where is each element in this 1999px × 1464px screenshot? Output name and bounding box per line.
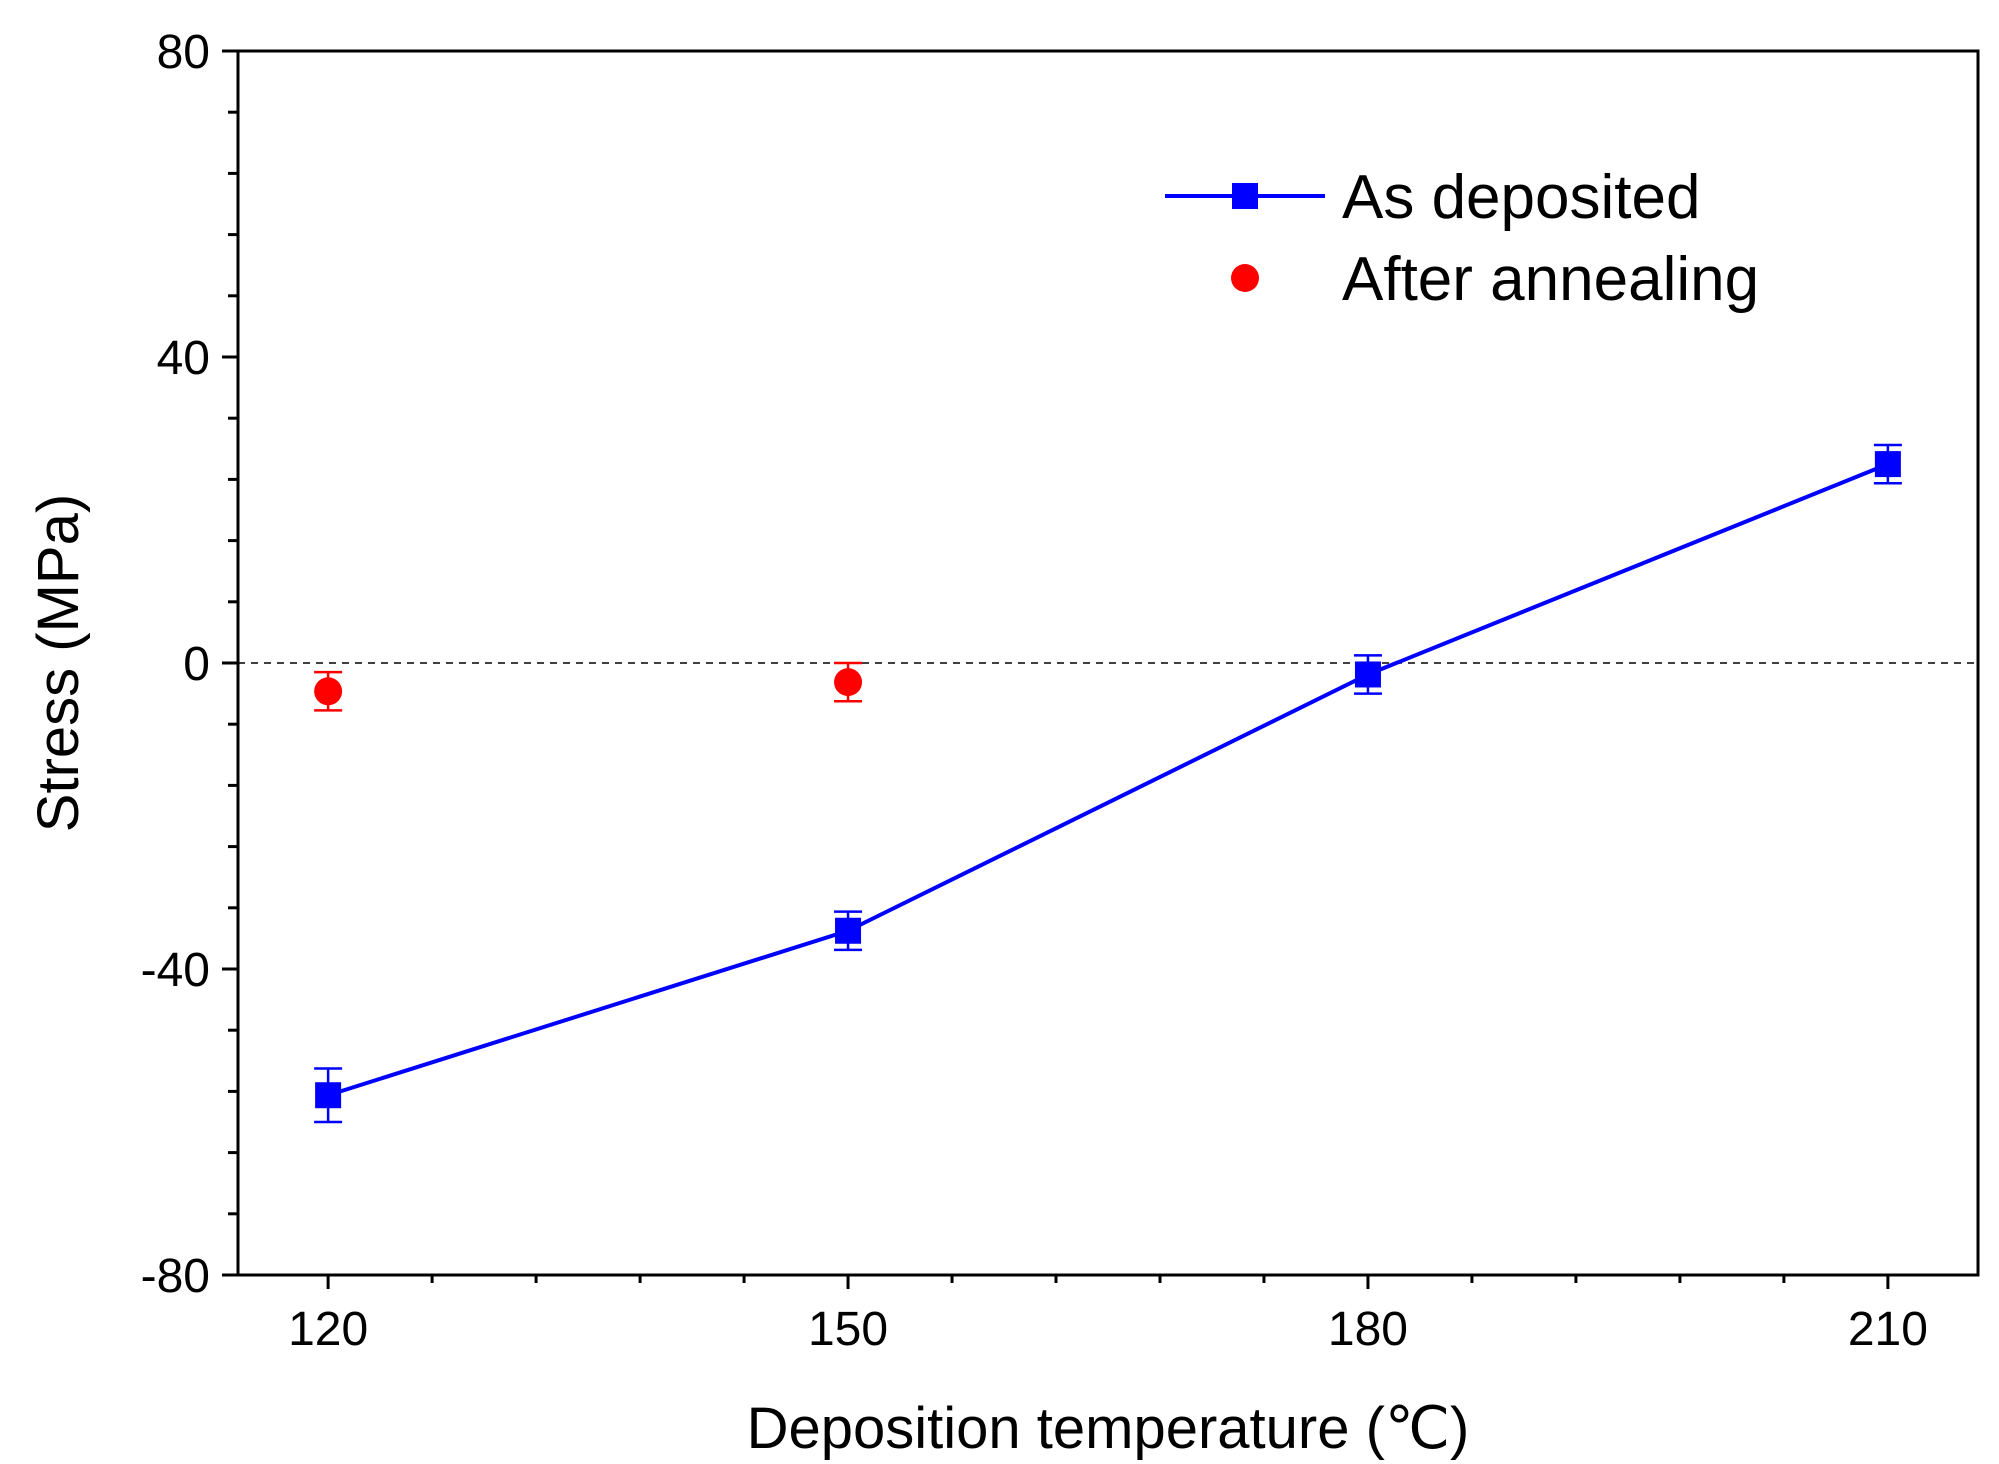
x-axis-title: Deposition temperature (℃) — [747, 1396, 1470, 1461]
series-group — [314, 443, 1902, 1124]
y-tick-label: 80 — [157, 26, 210, 79]
legend-marker-circle — [1231, 264, 1259, 292]
data-point-square — [1354, 661, 1381, 688]
y-tick-label: 40 — [157, 332, 210, 385]
legend-label: After annealing — [1342, 245, 1759, 314]
y-tick-label: -40 — [141, 944, 210, 997]
tick-labels: 120 150 180 210 -80 -40 0 40 80 — [141, 26, 1928, 1356]
y-axis-title: Stress (MPa) — [26, 494, 91, 832]
x-tick-label: 210 — [1848, 1303, 1928, 1356]
legend-marker-square — [1232, 183, 1258, 209]
x-tick-label: 180 — [1328, 1303, 1408, 1356]
y-tick-label: 0 — [183, 638, 210, 691]
data-point-square — [315, 1082, 342, 1109]
axis-ticks — [222, 49, 1890, 1289]
data-point-circle — [834, 668, 863, 697]
data-point-square — [1874, 451, 1901, 478]
x-tick-label: 120 — [288, 1303, 368, 1356]
legend-label: As deposited — [1342, 163, 1700, 232]
data-point-circle — [314, 677, 343, 706]
x-tick-label: 150 — [808, 1303, 888, 1356]
series-line — [327, 462, 1889, 1098]
data-point-square — [835, 917, 862, 944]
y-tick-label: -80 — [141, 1250, 210, 1303]
legend: As deposited After annealing — [1165, 163, 1759, 314]
